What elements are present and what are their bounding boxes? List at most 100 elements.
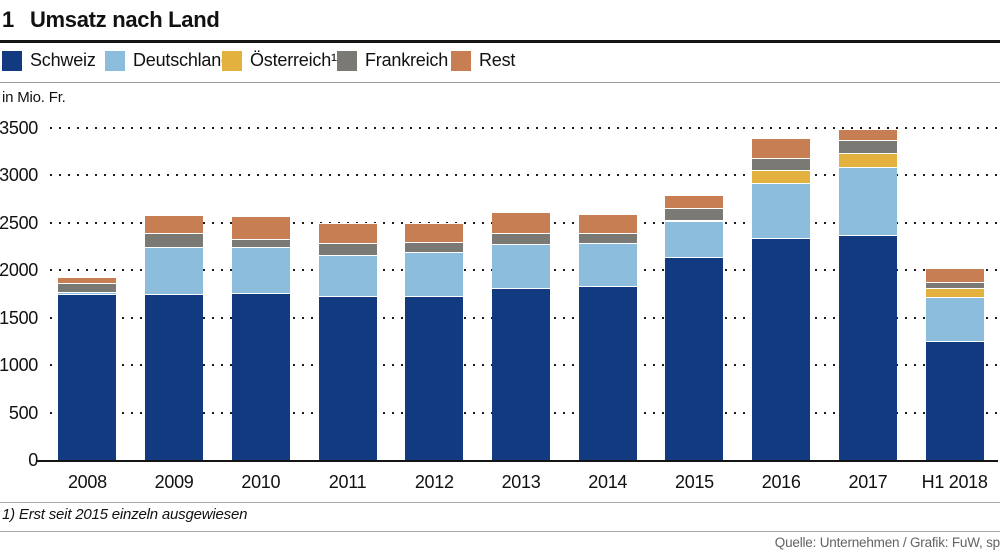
legend-swatch [222,50,242,71]
bar-segment-frankreich [318,243,377,256]
bar-segment-deutschland [405,251,464,296]
x-axis-label: 2008 [67,472,107,492]
figure-number: 1 [2,7,14,32]
bar-2008 [58,276,117,460]
bar-segment-rest [665,194,724,209]
legend-rule [0,82,1000,83]
bar-segment-schweiz [492,287,550,460]
x-axis-label: 2013 [501,472,541,492]
footnote-rule-top [0,502,1000,503]
bar-segment-frankreich [231,239,290,248]
bar-segment-rest [58,276,117,283]
y-axis-label: 0 [28,450,38,470]
bar-2017 [838,129,897,460]
legend-label: Österreich¹ [250,50,337,70]
bar-segment-österreich [752,170,811,184]
bar-segment-schweiz [231,293,290,460]
bar-segment-rest [405,222,464,242]
bar-segment-frankreich [492,232,550,244]
legend: Schweiz Deutschland Österreich¹ Frankreich R… [0,50,1000,76]
bar-segment-rest [925,267,984,282]
y-axis-label: 1500 [0,307,38,328]
bar-segment-deutschland [145,247,204,294]
bar-segment-rest [145,214,204,233]
source-credit: Quelle: Unternehmen / Grafik: FuW, sp [774,535,1000,550]
y-axis-label: 500 [8,402,38,423]
chart-title: Umsatz nach Land [29,7,220,32]
bar-2013 [492,211,550,460]
y-axis-label: 1000 [0,355,38,376]
legend-label: Frankreich [365,50,449,70]
bar-segment-frankreich [58,282,117,292]
bar-segment-deutschland [838,167,897,236]
title-rule [0,40,1000,43]
bar-segment-schweiz [145,294,204,460]
legend-swatch [451,50,471,71]
bar-2011 [318,223,377,460]
bar-segment-rest [231,216,290,239]
legend-item: Schweiz [2,50,96,71]
y-axis-label: 2000 [0,260,38,281]
bar-segment-rest [318,223,377,244]
legend-item: Deutschland [105,50,231,71]
bar-segment-schweiz [752,238,811,460]
bar-segment-schweiz [665,257,724,460]
footnote: 1) Erst seit 2015 einzeln ausgewiesen [2,506,248,523]
gridline [50,127,998,129]
bar-segment-österreich [665,219,724,221]
bar-segment-deutschland [925,296,984,341]
bar-segment-schweiz [925,340,984,460]
x-axis-label: 2010 [241,472,281,492]
x-axis-label: 2012 [414,472,454,492]
bar-2016 [752,138,811,460]
bar-segment-deutschland [231,247,290,294]
x-axis-label: H1 2018 [921,472,988,492]
bar-segment-frankreich [145,232,204,248]
bar-segment-frankreich [665,208,724,220]
bar-segment-schweiz [318,295,377,460]
bar-segment-deutschland [492,243,550,288]
bar-H1 2018 [925,267,984,460]
bar-segment-deutschland [578,242,637,286]
bar-segment-österreich [838,152,897,168]
legend-swatch [105,50,125,71]
bar-2010 [231,216,290,460]
plot-area: 0 500 1000 1500 2000 2500 3000 3500 2008 2009 2010… [0,118,998,492]
y-axis-label: 3500 [0,118,38,138]
bar-segment-frankreich [838,140,897,153]
footnote-rule-bottom [0,531,1000,532]
legend-label: Rest [479,50,516,70]
legend-item: Frankreich [337,50,448,71]
bar-2014 [578,213,637,460]
bar-2015 [665,194,724,460]
x-axis-label: 2017 [848,472,888,492]
bar-segment-rest [838,129,897,141]
gridline [50,174,998,177]
bar-segment-frankreich [405,241,464,252]
y-axis-label: 2500 [0,212,38,233]
bar-segment-deutschland [665,220,724,258]
bar-segment-deutschland [752,183,811,239]
legend-label: Schweiz [30,50,96,70]
bar-segment-deutschland [58,291,117,294]
bar-segment-frankreich [752,158,811,171]
bar-2009 [145,214,204,460]
y-axis-label: 3000 [0,165,38,186]
x-axis-label: 2014 [588,472,628,492]
bar-segment-rest [578,213,637,233]
bar-segment-rest [492,211,550,233]
legend-item: Rest [451,50,515,71]
bar-segment-schweiz [578,285,637,460]
bar-segment-österreich [925,287,984,297]
bar-segment-frankreich [578,232,637,243]
legend-swatch [2,50,22,71]
y-axis-unit-label: in Mio. Fr. [2,89,66,106]
bar-segment-rest [752,138,811,159]
legend-item: Österreich¹ [222,50,337,71]
x-axis-label: 2016 [761,472,801,492]
bar-segment-deutschland [318,255,377,296]
bar-segment-schweiz [838,235,897,460]
bar-segment-schweiz [58,294,117,460]
x-axis-label: 2015 [675,472,714,492]
